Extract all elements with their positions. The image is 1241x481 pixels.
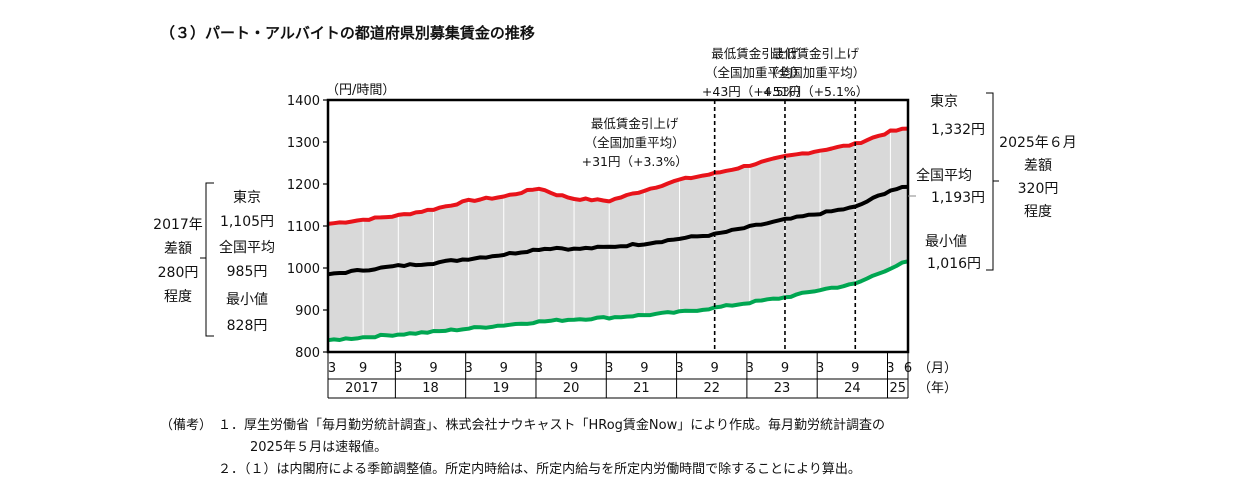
- x-month-label: 3: [535, 361, 543, 376]
- right-annotation-item: 東京: [930, 94, 958, 110]
- x-month-label: 9: [640, 361, 648, 376]
- left-annotation-head: 2017年: [153, 217, 203, 233]
- min-wage-event-label: （全国加重平均）: [705, 65, 805, 80]
- right-annotation-item: 全国平均: [916, 167, 972, 184]
- left-annotation-item: 828円: [227, 318, 268, 334]
- min-wage-event-label: （全国加重平均）: [585, 135, 685, 150]
- left-brace: [205, 182, 214, 337]
- x-month-label: 9: [500, 361, 508, 376]
- right-annotation-item: 最小値: [925, 234, 967, 250]
- y-tick-label: 800: [295, 346, 320, 361]
- right-brace: [986, 92, 994, 271]
- y-tick-label: 1300: [287, 136, 320, 151]
- x-year-label: 25: [889, 381, 906, 396]
- x-year-label: 23: [774, 381, 791, 396]
- x-month-label: 9: [711, 361, 719, 376]
- x-month-label: 9: [851, 361, 859, 376]
- min-wage-event-label: +31円（+3.3%）: [582, 154, 688, 169]
- left-annotation-head: 280円: [158, 265, 199, 281]
- x-year-label: 2017: [345, 381, 378, 396]
- x-month-label: 3: [328, 361, 336, 376]
- x-year-label: 19: [493, 381, 510, 396]
- note-1-continued: 2025年５月は速報値。: [250, 440, 388, 455]
- wage-chart: （円/時間） 800 900 1000 1100 1200 1300 1400 3 9 3 9 3 9…: [153, 46, 1077, 399]
- right-annotation-head: 320円: [1018, 181, 1059, 197]
- left-annotation-item: 985円: [227, 264, 268, 280]
- y-tick-label: 1200: [287, 178, 320, 193]
- left-annotation-item: 最小値: [226, 292, 268, 308]
- x-year-label: 21: [633, 381, 650, 396]
- left-annotation-item: 1,105円: [220, 214, 274, 230]
- min-wage-event-label: +51円（+5.1%）: [762, 84, 868, 99]
- x-month-label: 3: [746, 361, 754, 376]
- series-line: [327, 259, 909, 343]
- left-annotation-item: 東京: [233, 190, 261, 206]
- right-annotation-item: 1,016円: [927, 256, 981, 272]
- y-tick-label: 900: [295, 304, 320, 319]
- x-month-label: 3: [675, 361, 683, 376]
- x-year-unit: （年）: [918, 381, 957, 396]
- x-month-label: 3: [886, 361, 894, 376]
- notes-prefix: （備考）: [160, 418, 213, 433]
- min-wage-event-label: 最低賃金引上げ: [772, 46, 860, 61]
- x-year-label: 20: [563, 381, 580, 396]
- right-annotation-head: 差額: [1024, 158, 1052, 174]
- x-month-label: 3: [816, 361, 824, 376]
- x-month-label: 3: [464, 361, 472, 376]
- right-annotation-item: 1,332円: [931, 122, 985, 138]
- x-month-unit: （月）: [918, 361, 957, 376]
- min-wage-event-label: （全国加重平均）: [765, 65, 865, 80]
- right-annotation-head: 2025年６月: [999, 135, 1077, 151]
- right-annotation-item: 1,193円: [931, 190, 985, 206]
- x-month-label: 3: [394, 361, 402, 376]
- series-line: [327, 184, 909, 277]
- left-annotation-item: 全国平均: [219, 239, 275, 256]
- x-month-label: 9: [570, 361, 578, 376]
- x-month-label: 3: [605, 361, 613, 376]
- left-annotation-head: 程度: [164, 289, 192, 305]
- left-annotation-head: 差額: [164, 241, 192, 257]
- x-month-label: 9: [359, 361, 367, 376]
- x-month-label: 9: [781, 361, 789, 376]
- min-wage-event-label: 最低賃金引上げ: [711, 46, 799, 61]
- min-wage-event-label: 最低賃金引上げ: [591, 116, 679, 131]
- min-wage-event-label: +43円（+4.5%）: [702, 84, 808, 99]
- series-line: [327, 126, 909, 226]
- y-tick-label: 1400: [287, 94, 320, 109]
- y-axis-unit: （円/時間）: [326, 83, 395, 98]
- page-title: （３）パート・アルバイトの都道府県別募集賃金の推移: [160, 24, 535, 42]
- x-year-label: 22: [703, 381, 720, 396]
- x-month-label: 9: [429, 361, 437, 376]
- x-year-label: 18: [422, 381, 439, 396]
- note-2: ２．（１）は内閣府による季節調整値。所定内時給は、所定内給与を所定内労働時間で除…: [218, 462, 861, 477]
- note-1: １．厚生労働省「毎月勤労統計調査」、株式会社ナウキャスト「HRog賃金Now」に…: [218, 418, 885, 433]
- right-annotation-head: 程度: [1024, 204, 1052, 220]
- range-band: [328, 128, 908, 341]
- x-year-label: 24: [844, 381, 861, 396]
- y-tick-label: 1000: [287, 262, 320, 277]
- y-tick-label: 1100: [287, 220, 320, 235]
